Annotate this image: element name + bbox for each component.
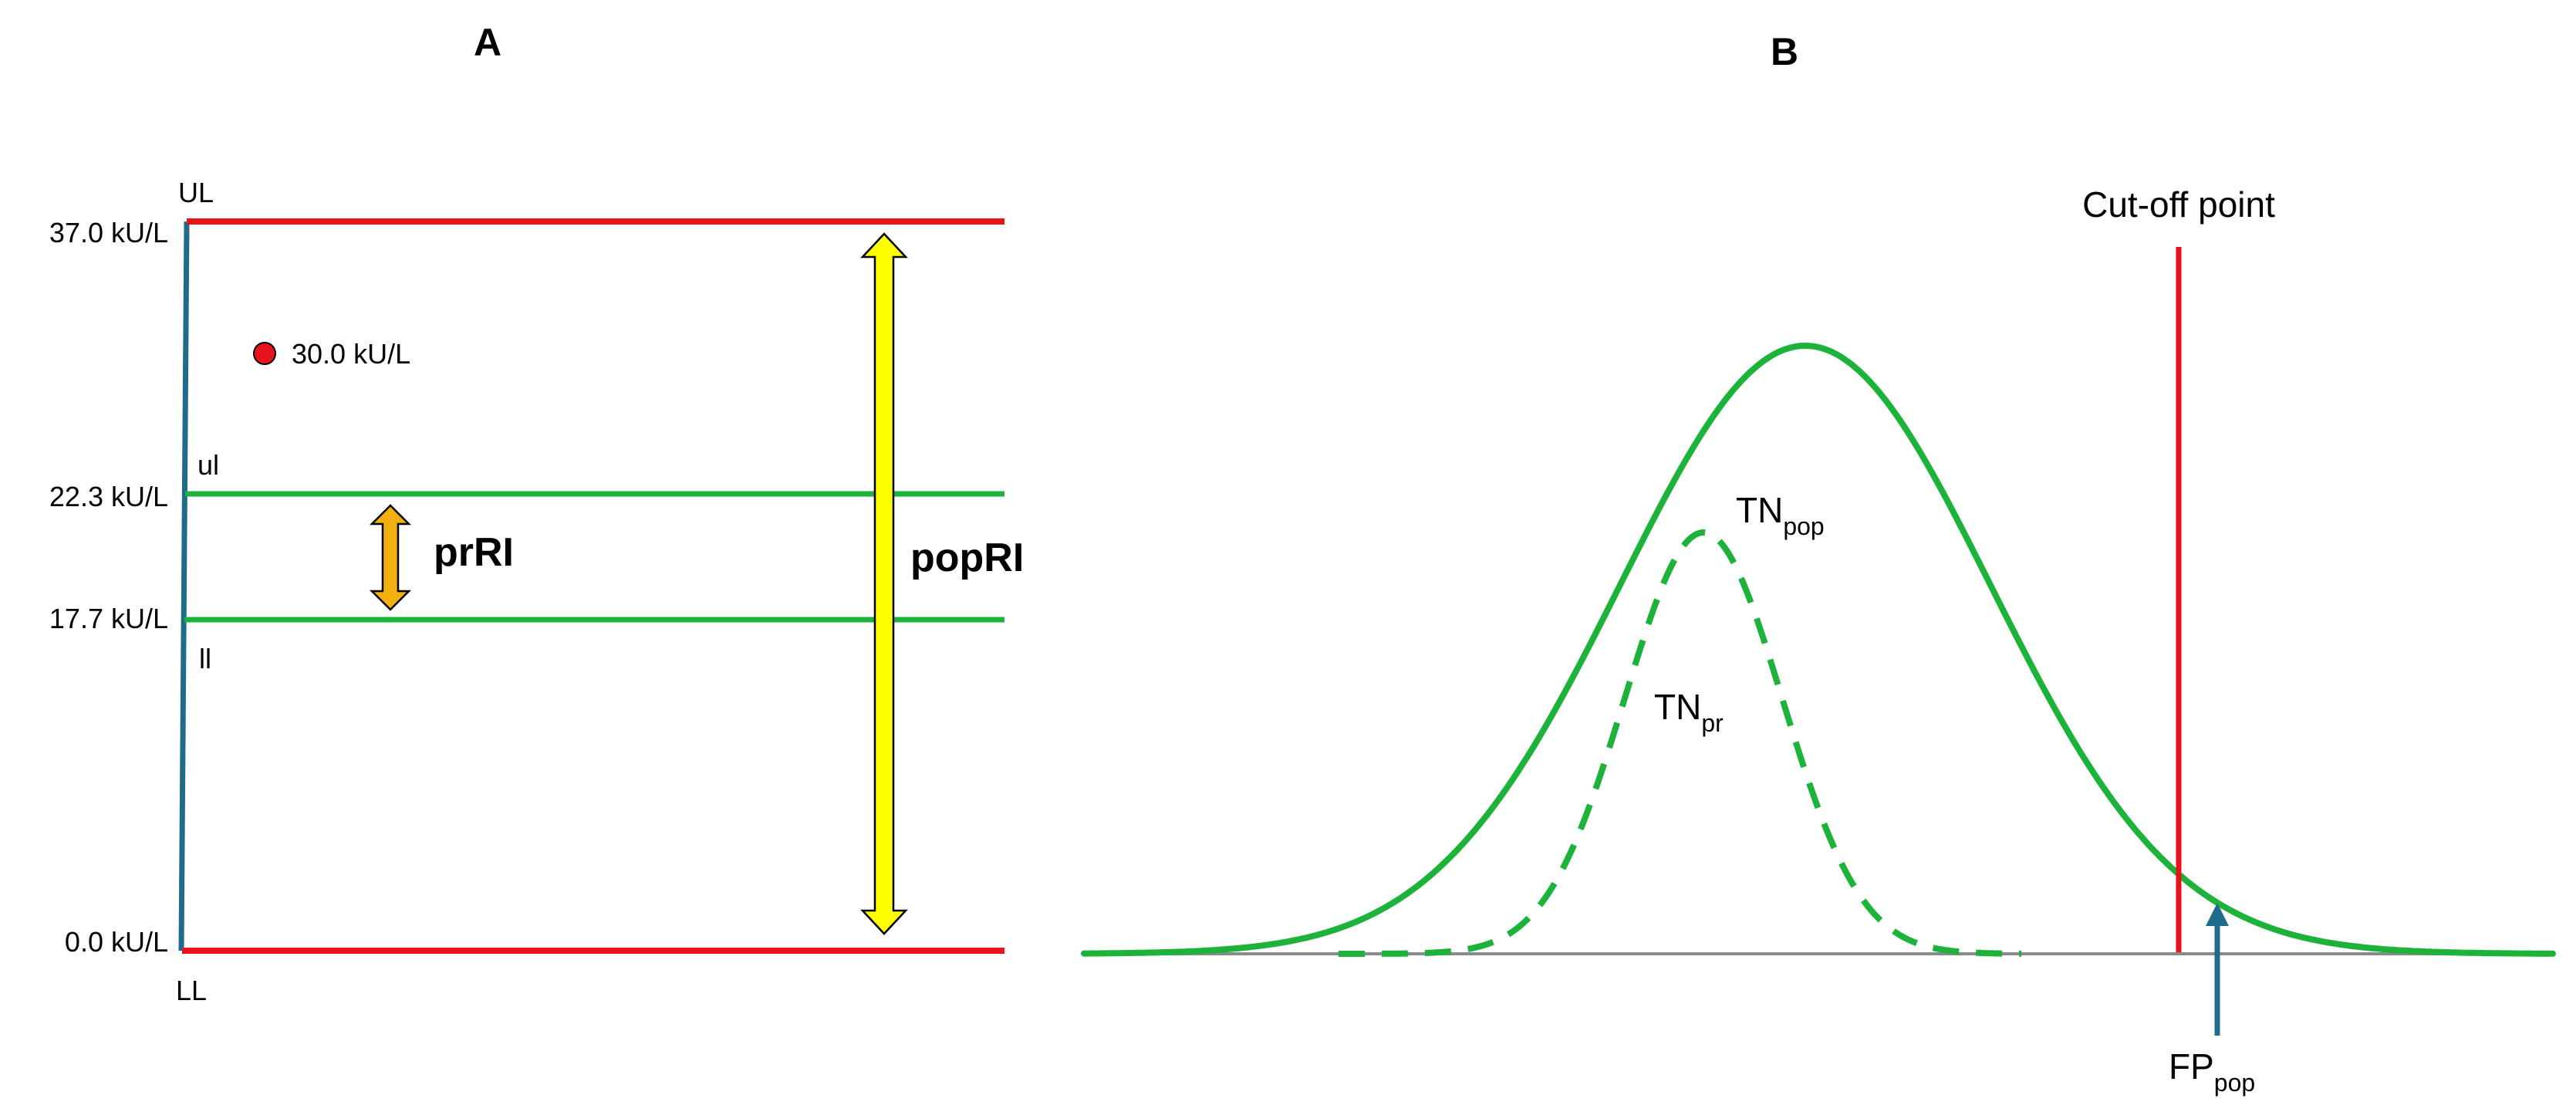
tn-pr-main: TN: [1654, 687, 1701, 727]
population-interval-label: popRI: [910, 536, 1024, 580]
panel-b: B Cut-off point TNpop TNpr FPpop: [1081, 30, 2556, 1097]
tn-pr-sub: pr: [1701, 709, 1724, 737]
upper-limit-abbr-ul: ul: [198, 449, 219, 481]
level-0-label: 0.0 kU/L: [65, 926, 168, 958]
lower-limit-abbr-ll: ll: [199, 643, 211, 674]
upper-limit-abbr-ul-caps: UL: [178, 177, 214, 208]
personal-interval-arrow: [369, 504, 412, 611]
population-distribution-curve: [1081, 342, 2556, 957]
tn-pop-sub: pop: [1783, 512, 1824, 540]
panel-a-vertical-axis: [178, 221, 190, 951]
panel-a: A 37.0 kU/L 22.3 kU/L 17.7 kU/L 0.0 kU/L…: [49, 21, 1024, 1006]
fp-pop-main: FP: [2169, 1046, 2214, 1087]
fp-pop-sub: pop: [2214, 1069, 2255, 1097]
panel-a-label: A: [474, 21, 501, 64]
tn-pop-main: TN: [1736, 490, 1783, 530]
level-37-label: 37.0 kU/L: [49, 217, 168, 248]
personal-interval-label: prRI: [434, 530, 514, 575]
cutoff-label: Cut-off point: [2082, 184, 2275, 225]
level-17-7-label: 17.7 kU/L: [49, 603, 168, 634]
panel-b-label: B: [1771, 30, 1798, 73]
level-22-3-label: 22.3 kU/L: [49, 481, 168, 512]
personal-distribution-curve: [1339, 529, 2021, 957]
tn-pr-label: TNpr: [1654, 687, 1724, 737]
fp-pop-arrow-head: [2206, 903, 2229, 926]
population-interval-arrow: [860, 232, 908, 935]
lower-limit-abbr-ll-caps: LL: [176, 975, 207, 1006]
measurement-point-label: 30.0 kU/L: [292, 338, 410, 370]
measurement-point: [253, 342, 276, 365]
fp-pop-label: FPpop: [2169, 1046, 2255, 1097]
tn-pop-label: TNpop: [1736, 490, 1825, 540]
